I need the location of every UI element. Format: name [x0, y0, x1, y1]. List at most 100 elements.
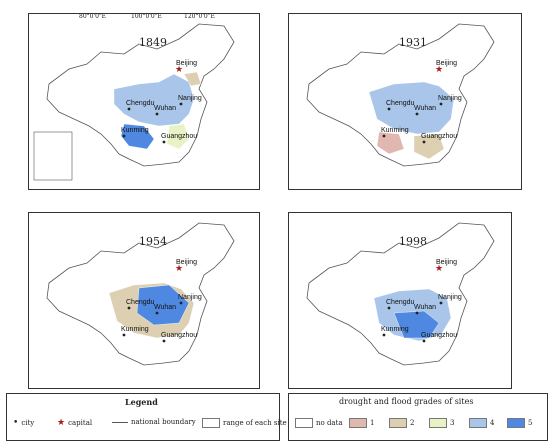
- map-panel-1954: ★ Beijing Chengdu Wuhan Nanjing Kunming Guangz…: [28, 212, 260, 389]
- legend-city-label: city: [21, 419, 35, 427]
- grade-4-swatch: [469, 418, 487, 428]
- city-marker: [162, 140, 166, 144]
- city-marker: [422, 140, 426, 144]
- city-marker: •: [13, 418, 19, 428]
- region-grade2: [183, 71, 202, 87]
- tick-top-3: 120°0'0"E: [184, 13, 215, 20]
- city-marker: [415, 311, 419, 315]
- city-marker: [122, 134, 126, 138]
- capital-star-icon: ★: [175, 264, 183, 274]
- region-grade5: [393, 310, 440, 339]
- map-panel-1998: ★ Beijing Chengdu Wuhan Nanjing Kunming Guangz…: [288, 212, 512, 389]
- city-marker: [179, 102, 183, 106]
- region-grade2: [413, 133, 445, 160]
- city-label-kunming: Kunming: [121, 127, 149, 134]
- legend-boundary-label: national boundary: [131, 418, 196, 426]
- city-label-beijing: Beijing: [436, 259, 457, 266]
- grade-4-label: 4: [490, 419, 495, 427]
- city-label-kunming: Kunming: [381, 127, 409, 134]
- legend-capital: ★ capital: [57, 418, 92, 428]
- city-label-beijing: Beijing: [176, 259, 197, 266]
- grade-5-swatch: [507, 418, 525, 428]
- legend-grade-5: 5: [507, 418, 532, 428]
- grades-legend-title: drought and flood grades of sites: [339, 397, 474, 406]
- city-label-kunming: Kunming: [121, 326, 149, 333]
- city-marker: [382, 333, 386, 337]
- panel-year: 1954: [139, 235, 167, 248]
- region-grade4: [368, 81, 455, 135]
- grade-2-swatch: [389, 418, 407, 428]
- city-marker: [415, 112, 419, 116]
- legend-grade-3: 3: [429, 418, 454, 428]
- region-grade1: [376, 131, 405, 155]
- city-marker: [155, 112, 159, 116]
- map-panel-1849: ★ Beijing Chengdu Wuhan Nanjing Kunming Guangz…: [28, 13, 260, 190]
- city-marker: [179, 301, 183, 305]
- city-label-beijing: Beijing: [436, 60, 457, 67]
- legend-no-data: no data: [295, 418, 343, 428]
- legend-box: Legend • city ★ capital national boundar…: [6, 393, 287, 441]
- city-label-nanjing: Nanjing: [438, 294, 462, 301]
- city-label-nanjing: Nanjing: [178, 95, 202, 102]
- city-marker: [387, 107, 391, 111]
- legend-city: • city: [13, 418, 34, 428]
- range-swatch: [202, 418, 220, 428]
- capital-star-icon: ★: [175, 65, 183, 75]
- legend-range-label: range of each site: [223, 419, 287, 427]
- city-label-chengdu: Chengdu: [386, 299, 415, 306]
- panel-year: 1998: [399, 235, 427, 248]
- region-grade5: [136, 284, 190, 326]
- city-marker: [127, 107, 131, 111]
- legend-title: Legend: [125, 397, 158, 407]
- city-marker: [387, 306, 391, 310]
- capital-star-icon: ★: [435, 264, 443, 274]
- city-marker: [122, 333, 126, 337]
- legend-grade-2: 2: [389, 418, 414, 428]
- city-label-wuhan: Wuhan: [154, 105, 176, 112]
- city-label-chengdu: Chengdu: [386, 100, 415, 107]
- city-marker: [382, 134, 386, 138]
- no-data-swatch: [295, 418, 313, 428]
- tick-top-1: 80°0'0"E: [79, 13, 107, 20]
- city-label-wuhan: Wuhan: [154, 304, 176, 311]
- city-marker: [422, 339, 426, 343]
- city-label-chengdu: Chengdu: [126, 299, 155, 306]
- map-panel-1931: ★ Beijing Chengdu Wuhan Nanjing Kunming Guangz…: [288, 13, 522, 190]
- no-data-label: no data: [316, 419, 343, 427]
- city-label-nanjing: Nanjing: [438, 95, 462, 102]
- city-marker: [127, 306, 131, 310]
- grades-legend-box: drought and flood grades of sites no dat…: [288, 393, 548, 441]
- city-label-guangzhou: Guangzhou: [421, 133, 457, 140]
- grade-1-label: 1: [370, 419, 375, 427]
- grade-2-label: 2: [410, 419, 415, 427]
- city-marker: [439, 102, 443, 106]
- city-label-guangzhou: Guangzhou: [161, 133, 197, 140]
- city-label-wuhan: Wuhan: [414, 105, 436, 112]
- legend-boundary: national boundary: [112, 418, 196, 426]
- city-label-nanjing: Nanjing: [178, 294, 202, 301]
- grade-3-label: 3: [450, 419, 455, 427]
- city-label-beijing: Beijing: [176, 60, 197, 67]
- legend-range: range of each site: [202, 418, 287, 428]
- legend-capital-label: capital: [68, 419, 93, 427]
- boundary-line: [112, 421, 128, 423]
- capital-star-icon: ★: [57, 418, 66, 428]
- region-grade5: [120, 123, 155, 150]
- city-label-guangzhou: Guangzhou: [421, 332, 457, 339]
- inset-south-china-sea: [33, 131, 73, 181]
- city-label-chengdu: Chengdu: [126, 100, 155, 107]
- capital-star-icon: ★: [435, 65, 443, 75]
- city-label-kunming: Kunming: [381, 326, 409, 333]
- city-label-wuhan: Wuhan: [414, 304, 436, 311]
- tick-top-2: 100°0'0"E: [131, 13, 162, 20]
- city-label-guangzhou: Guangzhou: [161, 332, 197, 339]
- legend-grade-1: 1: [349, 418, 374, 428]
- legend-grade-4: 4: [469, 418, 494, 428]
- panel-year: 1849: [139, 36, 167, 49]
- panel-year: 1931: [399, 36, 427, 49]
- city-marker: [162, 339, 166, 343]
